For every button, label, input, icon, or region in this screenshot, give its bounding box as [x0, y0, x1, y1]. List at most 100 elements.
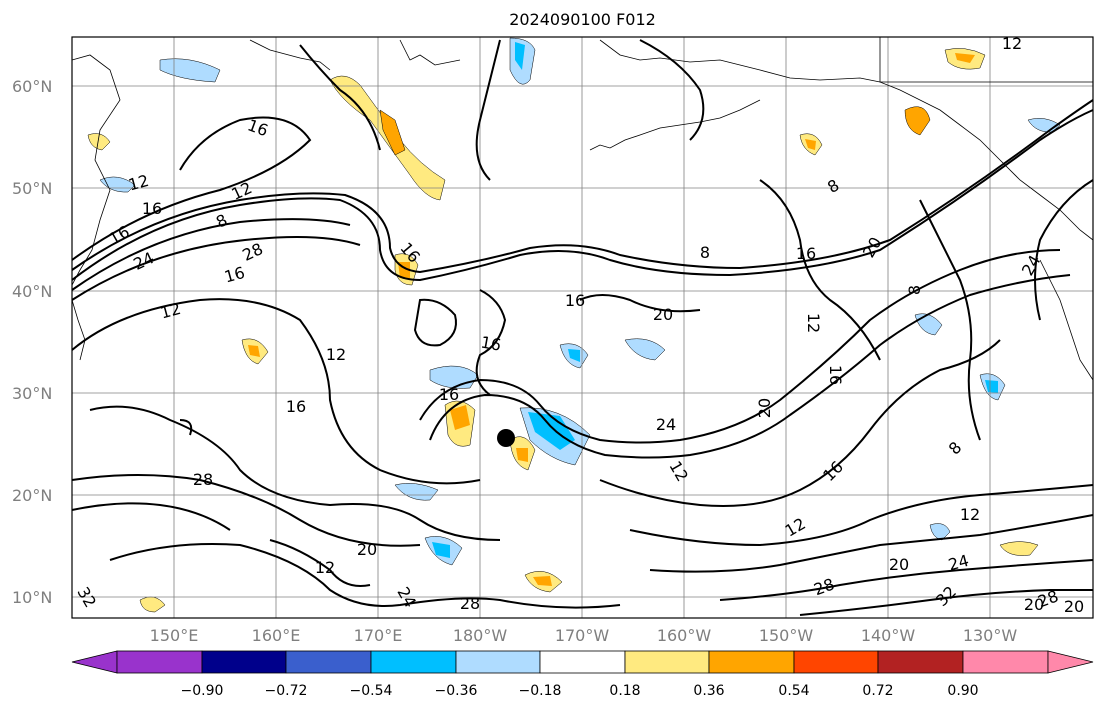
- colorbar-tick-label: 0.90: [947, 683, 979, 699]
- contour-label: 12: [326, 345, 346, 364]
- colorbar-bin: [793, 650, 879, 674]
- colorbar-bin: [962, 650, 1049, 674]
- shade-patch: [985, 380, 998, 393]
- lon-label: 160°E: [251, 626, 301, 645]
- lon-label: 130°W: [962, 626, 1018, 645]
- shade-patch: [515, 42, 525, 70]
- contour-label: 12: [315, 558, 335, 577]
- shade-patch: [248, 345, 260, 357]
- shade-patch: [139, 596, 166, 613]
- colorbar-bin: [539, 650, 626, 674]
- colorbar-bin: [708, 650, 795, 674]
- colorbar-bin: [877, 650, 964, 674]
- contour-label: 24: [130, 248, 156, 274]
- lat-label: 60°N: [12, 77, 53, 96]
- lon-label: 140°W: [860, 626, 916, 645]
- shade-patch: [379, 109, 406, 156]
- contour-label: 8: [824, 175, 842, 197]
- shade-patch: [159, 58, 221, 83]
- contour-label: 12: [804, 313, 823, 333]
- contour-label: 24: [946, 551, 971, 575]
- lat-label: 30°N: [12, 384, 53, 403]
- lat-label: 20°N: [12, 486, 53, 505]
- shade-patch: [955, 53, 975, 63]
- colorbar-bin: [285, 650, 372, 674]
- contour-label: 8: [945, 438, 966, 459]
- contour-label: 16: [479, 332, 502, 354]
- colorbar-tick-label: −0.36: [434, 683, 478, 699]
- lon-label: 150°E: [149, 626, 199, 645]
- lat-label: 10°N: [12, 588, 53, 607]
- colorbar: [71, 650, 1094, 674]
- shade-patch: [87, 133, 111, 151]
- contour-label: 20: [653, 305, 673, 324]
- lat-label: 40°N: [12, 282, 53, 301]
- colorbar-tick-label: 0.36: [693, 683, 725, 699]
- shade-patch: [533, 576, 552, 586]
- shade-patch: [394, 483, 439, 501]
- contour-label: 20: [755, 398, 774, 418]
- shade-patch: [929, 523, 951, 541]
- contour-label: 8: [905, 285, 924, 295]
- contour-label: 12: [665, 458, 692, 485]
- contour-label: 16: [826, 365, 845, 385]
- contour-label: 28: [239, 239, 265, 265]
- lon-label: 170°W: [554, 626, 610, 645]
- shade-patch: [528, 412, 575, 450]
- contour-label: 16: [439, 385, 459, 404]
- contour-label: 32: [932, 582, 960, 610]
- contour-label: 12: [126, 171, 151, 195]
- contour-label: 8: [700, 243, 710, 262]
- colorbar-tick-label: −0.54: [349, 683, 393, 699]
- lon-label: 160°W: [656, 626, 712, 645]
- shade-patch: [805, 139, 816, 150]
- colorbar-bin: [116, 650, 203, 674]
- colorbar-extend-high: [1047, 650, 1094, 674]
- shade-patch: [904, 106, 931, 136]
- contour-label: 16: [222, 263, 247, 287]
- lon-label: 170°E: [353, 626, 403, 645]
- contour-label: 32: [73, 584, 100, 611]
- contour-label: 16: [142, 199, 162, 218]
- coastlines: [71, 37, 1094, 381]
- map-frame: [71, 36, 1094, 619]
- colorbar-bin: [370, 650, 457, 674]
- contour-label: 24: [1018, 252, 1045, 279]
- contour-label: 20: [1064, 597, 1084, 616]
- contour-label: 12: [960, 505, 980, 524]
- shade-patch: [432, 542, 450, 558]
- contour-label: 24: [656, 415, 676, 434]
- lat-label: 50°N: [12, 179, 53, 198]
- graticule: [72, 37, 1093, 618]
- contour-label: 16: [796, 244, 816, 263]
- colorbar-tick-label: 0.18: [609, 683, 641, 699]
- contour-label: 16: [106, 222, 133, 249]
- shade-patch: [999, 541, 1039, 556]
- contour-label: 28: [193, 470, 213, 489]
- contour-label: 12: [228, 178, 254, 204]
- map-title: 2024090100 F012: [509, 10, 656, 29]
- colorbar-tick-label: −0.18: [518, 683, 562, 699]
- contour-label: 28: [460, 594, 480, 613]
- colorbar-tick-label: 0.72: [862, 683, 894, 699]
- contour-label: 20: [357, 540, 377, 559]
- colorbar-tick-label: −0.90: [180, 683, 224, 699]
- contour-label: 16: [565, 291, 585, 310]
- shade-patch: [450, 405, 470, 430]
- contour-label: 28: [811, 574, 837, 599]
- colorbar-bin: [624, 650, 710, 674]
- colorbar-tick-label: −0.72: [264, 683, 308, 699]
- contour-label: 16: [286, 397, 306, 416]
- shade-patch: [568, 349, 580, 362]
- contour-label: 20: [889, 555, 909, 574]
- lon-label: 150°W: [758, 626, 814, 645]
- colorbar-bin: [455, 650, 541, 674]
- storm-center-marker: [497, 429, 515, 447]
- shaded-field: [87, 37, 1061, 613]
- shade-patch: [516, 448, 528, 462]
- contour-lines: [71, 39, 1094, 616]
- contour-label: 8: [213, 210, 230, 232]
- contour-label: 24: [393, 584, 420, 611]
- lon-label: 180°W: [452, 626, 508, 645]
- shade-patch: [914, 313, 943, 336]
